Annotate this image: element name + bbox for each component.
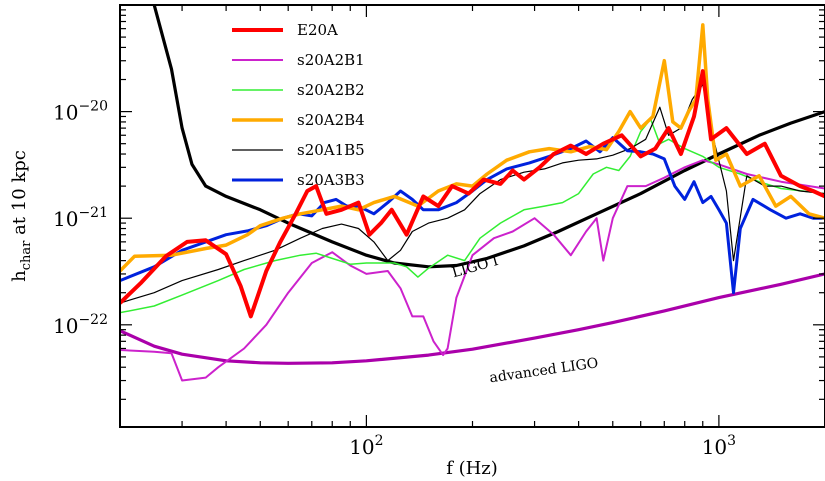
sensitivity-curve-0 <box>152 5 825 269</box>
legend-label: s20A1B5 <box>297 141 365 159</box>
tick-labels: 102 103 10−22 10−21 10−20 <box>53 99 736 459</box>
x-tick-label: 102 <box>349 433 383 459</box>
sensitivity-curve-1 <box>120 272 825 365</box>
sensitivity-curves <box>120 5 825 365</box>
legend: E20A s20A2B1 s20A2B2 s20A2B4 s20A1B5 s20A3B3 <box>232 21 365 189</box>
series-line-0 <box>120 69 825 319</box>
y-tick-label: 10−22 <box>53 312 108 338</box>
legend-label: E20A <box>297 21 338 39</box>
legend-label: s20A3B3 <box>297 171 365 189</box>
legend-label: s20A2B1 <box>297 51 365 69</box>
y-tick-label: 10−21 <box>53 205 108 231</box>
y-axis-title: hchar at 10 kpc <box>9 150 34 282</box>
y-axis-title-main: h <box>9 270 30 282</box>
y-tick-label: 10−20 <box>53 99 108 125</box>
curve-label-0: LIGO I <box>450 253 500 281</box>
legend-label: s20A2B2 <box>297 81 365 99</box>
curve-label-1: advanced LIGO <box>489 355 600 386</box>
plot-frame <box>119 4 825 428</box>
x-axis-title: f (Hz) <box>446 458 498 479</box>
series-line-2 <box>120 118 825 314</box>
data-series <box>120 23 825 382</box>
legend-label: s20A2B4 <box>297 111 365 129</box>
y-axis-title-rest: at 10 kpc <box>9 150 30 241</box>
x-tick-label: 103 <box>702 433 736 459</box>
series-line-1 <box>120 159 825 382</box>
y-axis-title-subscript: char <box>19 240 34 270</box>
curve-labels: LIGO I advanced LIGO <box>450 253 599 386</box>
axis-ticks <box>119 5 825 427</box>
